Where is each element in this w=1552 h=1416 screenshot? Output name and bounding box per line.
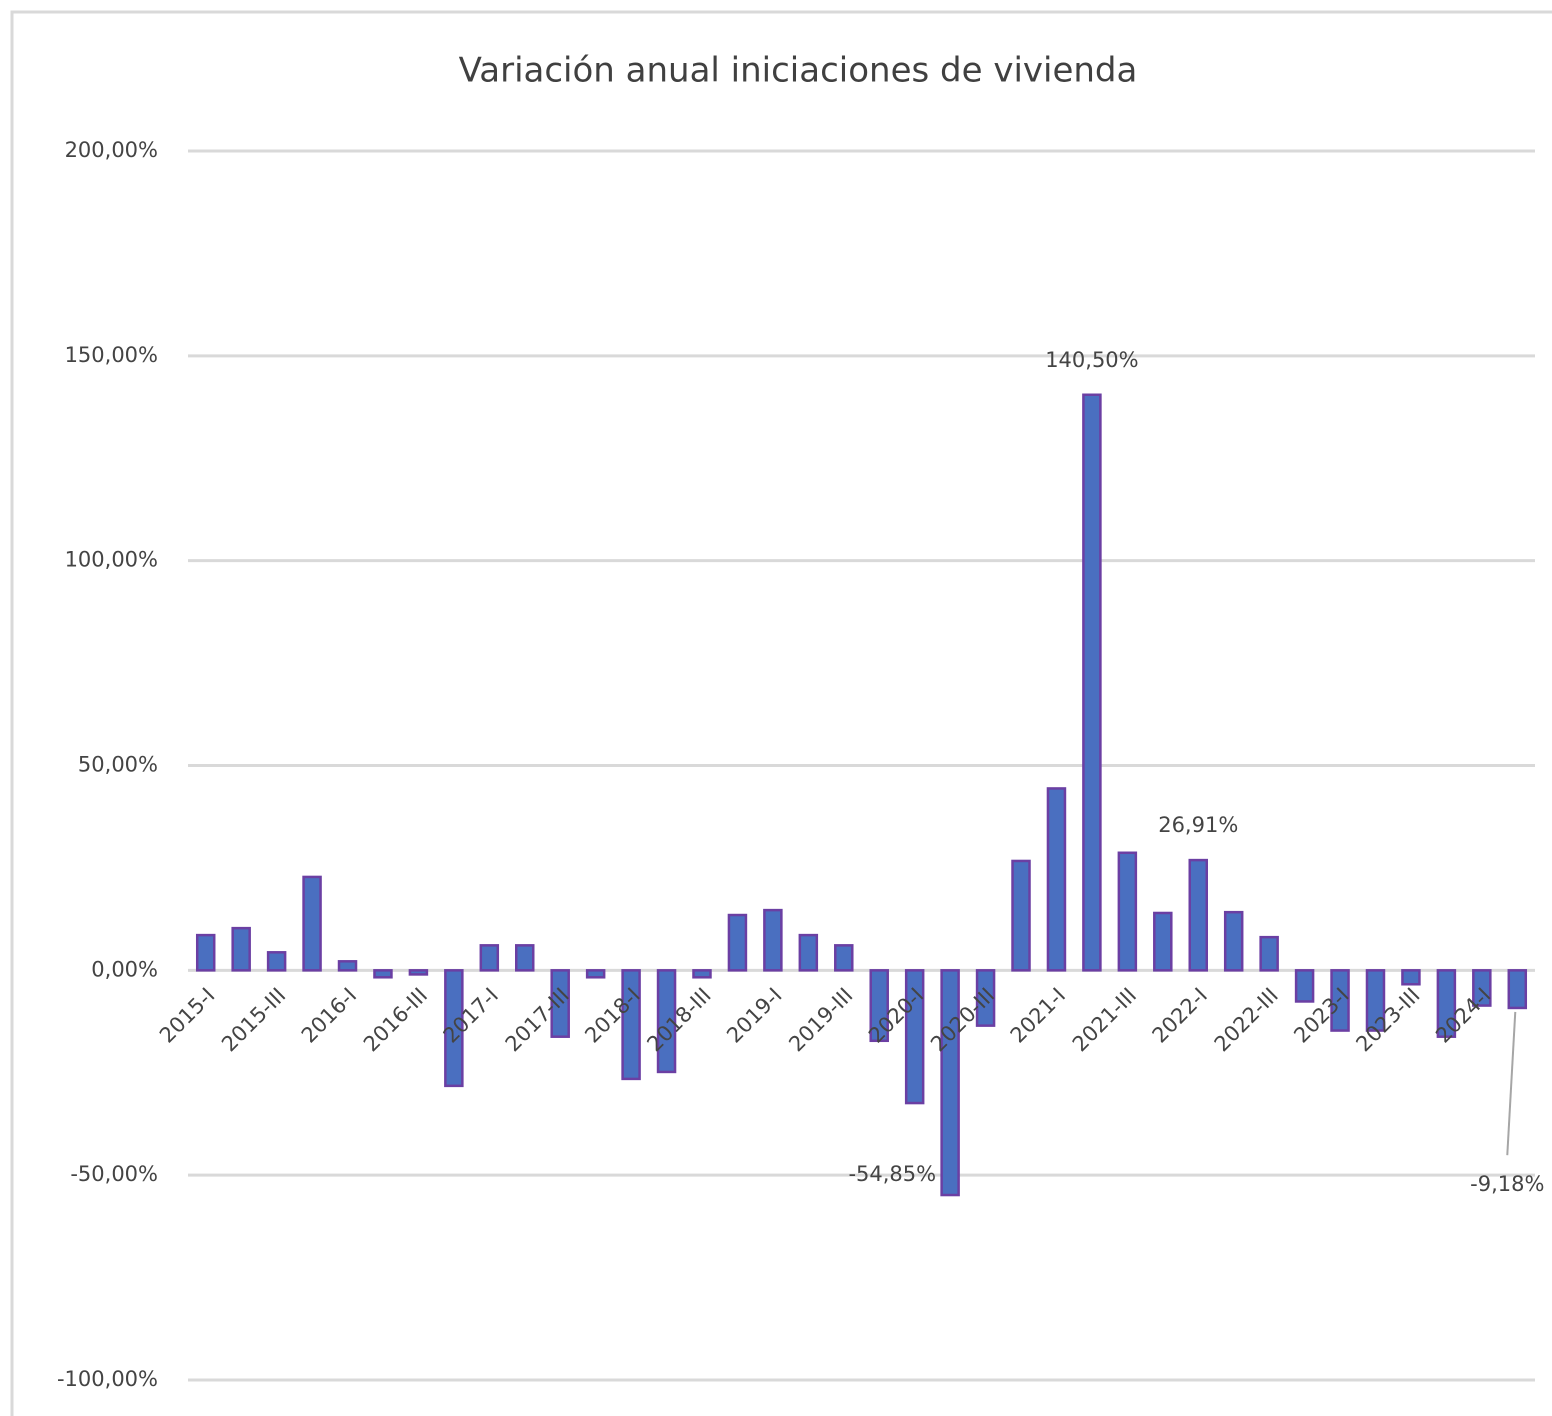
y-tick-label: 100,00%	[65, 548, 158, 572]
bar	[1330, 969, 1350, 1032]
x-tick-label: 2015-I	[155, 983, 220, 1048]
bar	[656, 969, 677, 1074]
x-tick-label: 2019-III	[784, 983, 857, 1056]
y-tick-label: -50,00%	[70, 1162, 158, 1186]
bar	[408, 969, 429, 976]
bar	[337, 960, 358, 972]
bar	[585, 969, 606, 979]
bar	[1472, 969, 1492, 1007]
bar	[1507, 969, 1528, 1010]
y-tick-label: 50,00%	[78, 753, 158, 777]
bar	[763, 908, 783, 972]
bar	[798, 933, 819, 972]
y-tick-label: 150,00%	[65, 343, 158, 367]
bar	[869, 969, 889, 1043]
data-label: -9,18%	[1470, 1172, 1544, 1196]
bar	[550, 969, 570, 1038]
x-tick-label: 2023-III	[1351, 983, 1424, 1056]
bar	[1188, 858, 1208, 972]
leader-line	[1506, 1011, 1517, 1156]
x-tick-label: 2021-III	[1068, 983, 1141, 1056]
bar	[266, 951, 287, 972]
bar	[1401, 969, 1421, 986]
bar	[1046, 787, 1067, 972]
chart-frame	[10, 10, 1552, 1416]
x-tick-label: 2019-I	[722, 983, 787, 1048]
bar	[444, 969, 464, 1088]
bar	[904, 969, 925, 1105]
x-tick-label: 2021-I	[1006, 983, 1071, 1048]
bar	[975, 969, 996, 1027]
data-label: -54,85%	[848, 1162, 936, 1186]
bar	[940, 969, 960, 1197]
x-tick-label: 2016-III	[359, 983, 432, 1056]
bar	[727, 913, 748, 972]
bar	[1436, 969, 1457, 1038]
bar	[692, 969, 712, 979]
y-tick-label: -100,00%	[57, 1367, 158, 1391]
x-tick-label: 2022-I	[1148, 983, 1213, 1048]
bar	[1259, 935, 1279, 972]
bar	[231, 926, 251, 972]
x-tick-label: 2022-III	[1210, 983, 1283, 1056]
bar	[621, 969, 641, 1081]
x-tick-label: 2016-I	[297, 983, 362, 1048]
bar	[1294, 969, 1315, 1003]
bar	[1223, 910, 1244, 972]
bar	[834, 944, 854, 972]
bar	[195, 933, 216, 972]
bar	[1011, 859, 1031, 972]
bar	[1117, 851, 1138, 972]
y-tick-label: 0,00%	[91, 957, 158, 981]
bar	[1153, 911, 1173, 972]
data-label: 140,50%	[1045, 348, 1138, 372]
chart-title: Variación anual iniciaciones de vivienda	[459, 51, 1138, 91]
y-tick-label: 200,00%	[65, 138, 158, 162]
bar	[515, 944, 535, 972]
bar	[479, 944, 500, 972]
bar	[1082, 393, 1102, 972]
x-tick-label: 2018-III	[643, 983, 716, 1056]
data-label: 26,91%	[1158, 813, 1238, 837]
bar	[1365, 969, 1386, 1032]
x-tick-label: 2015-III	[217, 983, 290, 1056]
bar	[302, 875, 322, 972]
bar	[373, 969, 393, 979]
